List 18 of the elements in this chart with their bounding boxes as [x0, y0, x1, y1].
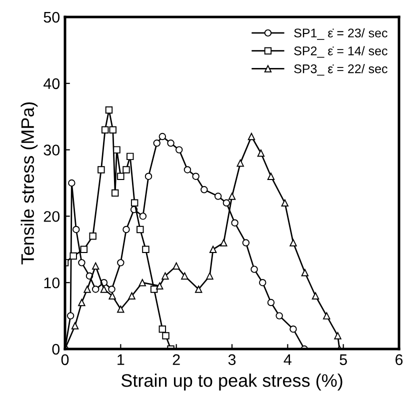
y-tick-label: 40 [44, 78, 60, 90]
legend-label: SP1_ ε̇ = 23/ sec [294, 28, 388, 40]
y-tick-label: 0 [52, 344, 60, 355]
x-tick-label: 0 [61, 354, 69, 366]
x-tick-label: 3 [228, 354, 236, 366]
x-tick-label: 1 [118, 354, 124, 365]
y-tick-label: 30 [44, 144, 60, 156]
x-axis-title: Strain up to peak stress (%) [121, 374, 342, 390]
x-tick-label: 4 [284, 354, 292, 365]
x-tick-label: 6 [396, 354, 403, 366]
legend-label: SP3_ ε̇ = 22/ sec [294, 64, 388, 76]
x-tick-label: 2 [172, 354, 180, 365]
y-tick-label: 50 [44, 12, 60, 23]
y-tick-label: 10 [44, 277, 60, 288]
y-axis-title: Tensile stress (MPa) [20, 102, 38, 264]
y-tick-label: 20 [44, 211, 60, 222]
x-tick-label: 5 [340, 354, 347, 366]
legend-label: SP2_ ε̇ = 14/ sec [294, 46, 388, 58]
